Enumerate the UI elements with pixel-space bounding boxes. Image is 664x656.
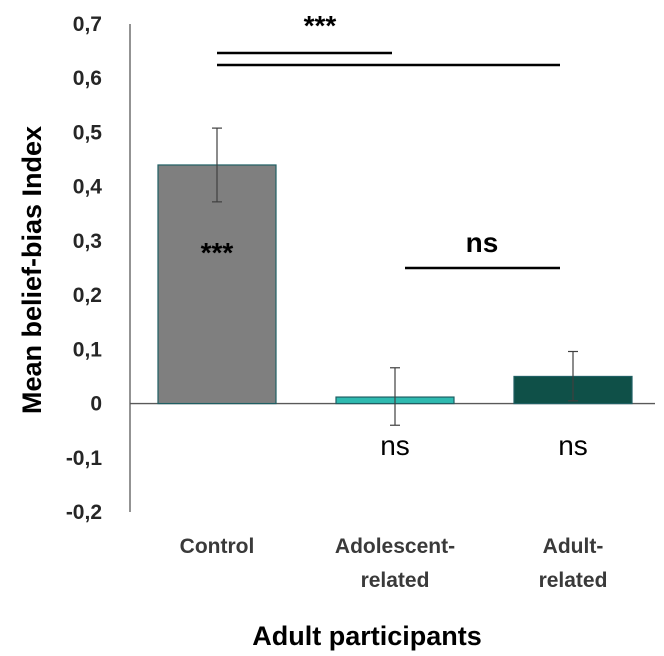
- bar-significance-label: ***: [201, 237, 234, 268]
- bars: [157, 164, 633, 405]
- y-tick-label: 0,4: [73, 176, 103, 199]
- y-tick-label: 0,7: [73, 13, 102, 36]
- y-tick-label: 0,2: [73, 284, 102, 307]
- error-bars: [212, 127, 578, 426]
- y-tick-labels: 0,7 0,6 0,5 0,4 0,3 0,2 0,1 0 -0,1 -0,2: [66, 13, 103, 524]
- y-tick-label: -0,2: [66, 501, 102, 524]
- category-label-line2: related: [539, 569, 608, 592]
- y-tick-label: 0,5: [73, 121, 103, 144]
- y-tick-label: 0: [90, 393, 102, 416]
- category-label: Adolescent-: [335, 535, 455, 558]
- y-tick-label: 0,1: [73, 338, 103, 361]
- y-tick-label: 0,3: [73, 230, 102, 253]
- y-tick-label: -0,1: [66, 447, 103, 470]
- category-label: Adult-: [543, 535, 604, 558]
- x-axis-title: Adult participants: [252, 621, 482, 651]
- bar-significance-label: ns: [380, 430, 410, 461]
- bar-significance-label: ns: [558, 430, 588, 461]
- y-axis-title: Mean belief-bias Index: [17, 126, 47, 414]
- bar-significance-labels: *** ns ns: [201, 237, 588, 461]
- comparison-brackets: *** ns: [217, 10, 560, 270]
- y-tick-label: 0,6: [73, 67, 102, 90]
- comparison-label: ***: [304, 10, 337, 41]
- category-label: Control: [180, 535, 255, 558]
- bar: [157, 164, 277, 405]
- comparison-label: ns: [466, 227, 499, 258]
- category-labels: Control Adolescent-related Adult-related: [180, 535, 608, 592]
- category-label-line2: related: [361, 569, 430, 592]
